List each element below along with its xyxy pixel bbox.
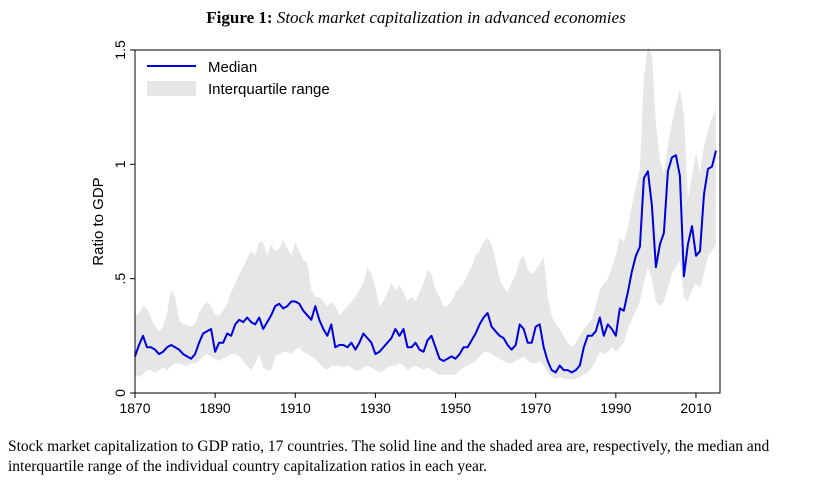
- x-tick-label-1910: 1910: [280, 400, 311, 416]
- y-tick-label-3: 1.5: [112, 40, 128, 60]
- legend-iqr-swatch: [147, 81, 196, 96]
- x-tick-label-2010: 2010: [680, 400, 711, 416]
- legend: Median Interquartile range: [147, 59, 330, 98]
- legend-median-label: Median: [208, 59, 257, 76]
- plot-frame: [134, 49, 721, 394]
- y-tick-label-0: 0: [112, 389, 128, 397]
- y-tick-label-1: .5: [112, 273, 128, 285]
- x-tick-label-1870: 1870: [119, 400, 150, 416]
- x-axis: 1870 1890 1910 1930 1950 1970 1990 2010: [119, 393, 712, 416]
- y-tick-label-2: 1: [112, 160, 128, 168]
- iqr-band: [135, 45, 716, 380]
- chart: 1870 1890 1910 1930 1950 1970 1990 2010 0 .5 1 1.5…: [90, 40, 721, 416]
- figure-title: Figure 1: Stock market capitalization in…: [0, 8, 832, 28]
- x-tick-label-1890: 1890: [200, 400, 231, 416]
- x-tick-label-1970: 1970: [520, 400, 551, 416]
- y-axis: 0 .5 1 1.5: [112, 40, 135, 397]
- y-axis-title: Ratio to GDP: [90, 177, 107, 265]
- figure-caption: Stock market capitalization to GDP ratio…: [8, 438, 770, 475]
- x-tick-label-1930: 1930: [360, 400, 391, 416]
- x-tick-label-1950: 1950: [440, 400, 471, 416]
- x-tick-label-1990: 1990: [600, 400, 631, 416]
- figure-title-text: Stock market capitalization in advanced …: [276, 8, 626, 27]
- median-line: [134, 150, 717, 374]
- legend-iqr-label: Interquartile range: [208, 81, 330, 98]
- figure-label: Figure 1:: [206, 8, 273, 27]
